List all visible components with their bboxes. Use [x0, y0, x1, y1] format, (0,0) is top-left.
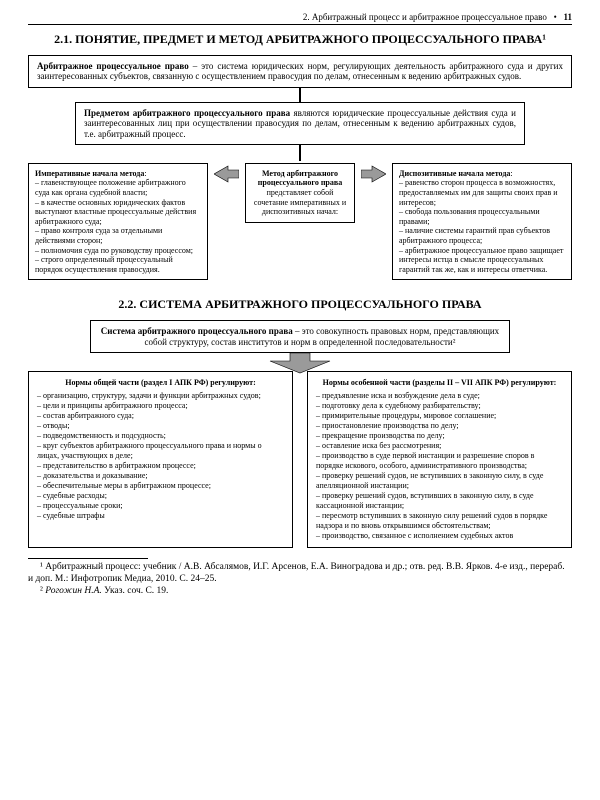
method-body: представляет собой сочетание императивны… [252, 188, 348, 217]
method-title: Метод арбитражного процессуального права [258, 169, 342, 188]
arrow-left [214, 163, 239, 185]
arrow-right [361, 163, 386, 185]
norms-row: Нормы общей части (раздел I АПК РФ) регу… [28, 371, 572, 548]
footnote-2-ital: Рогожин Н.А. [45, 586, 102, 596]
general-title: Нормы общей части (раздел I АПК РФ) регу… [37, 378, 284, 388]
method-row: Императивные начала метода: – главенству… [28, 163, 572, 281]
special-body: – предъявление иска и возбуждение дела в… [316, 391, 563, 541]
method-box: Метод арбитражного процессуального права… [245, 163, 355, 223]
connector-1 [28, 88, 572, 102]
def1-lead: Арбитражное процессуальное право [37, 61, 189, 71]
special-norms-box: Нормы особенной части (разделы II – VII … [307, 371, 572, 548]
dispositive-box: Диспозитивные начала метода: – равенство… [392, 163, 572, 281]
section-2-2-title: 2.2. СИСТЕМА АРБИТРАЖНОГО ПРОЦЕССУАЛЬНОГ… [28, 298, 572, 312]
special-title: Нормы особенной части (разделы II – VII … [316, 378, 563, 388]
general-norms-box: Нормы общей части (раздел I АПК РФ) регу… [28, 371, 293, 548]
section-2-1-title: 2.1. ПОНЯТИЕ, ПРЕДМЕТ И МЕТОД АРБИТРАЖНО… [28, 33, 572, 47]
definition-box-1: Арбитражное процессуальное право – это с… [28, 55, 572, 88]
general-body: – организацию, структуру, задачи и функц… [37, 391, 284, 521]
definition-box-2: Предметом арбитражного процессуального п… [75, 102, 525, 145]
footnotes: ¹ Арбитражный процесс: учебник / А.В. Аб… [28, 562, 572, 598]
footnote-1: ¹ Арбитражный процесс: учебник / А.В. Аб… [28, 562, 572, 586]
system-definition-box: Система арбитражного процессуального пра… [90, 320, 510, 353]
sysdef-lead: Система арбитражного процессуального пра… [101, 326, 293, 336]
dispositive-title: Диспозитивные начала метода [399, 169, 510, 178]
chapter-name: 2. Арбитражный процесс и арбитражное про… [303, 12, 547, 22]
header-bullet: • [554, 12, 557, 22]
footnote-2: ² Рогожин Н.А. Указ. соч. С. 19. [28, 586, 572, 598]
def2-lead: Предметом арбитражного процессуального п… [84, 108, 290, 118]
dispositive-body: : – равенство сторон процесса в возможно… [399, 169, 563, 274]
footnote-2-post: Указ. соч. С. 19. [102, 586, 169, 596]
page-header: 2. Арбитражный процесс и арбитражное про… [28, 12, 572, 22]
header-rule [28, 24, 572, 25]
imperative-title: Императивные начала метода [35, 169, 144, 178]
footnote-rule [28, 558, 148, 559]
imperative-box: Императивные начала метода: – главенству… [28, 163, 208, 281]
page-number: 11 [563, 12, 572, 22]
connector-2 [28, 145, 572, 161]
imperative-body: : – главенствующее положение арбитражног… [35, 169, 196, 274]
